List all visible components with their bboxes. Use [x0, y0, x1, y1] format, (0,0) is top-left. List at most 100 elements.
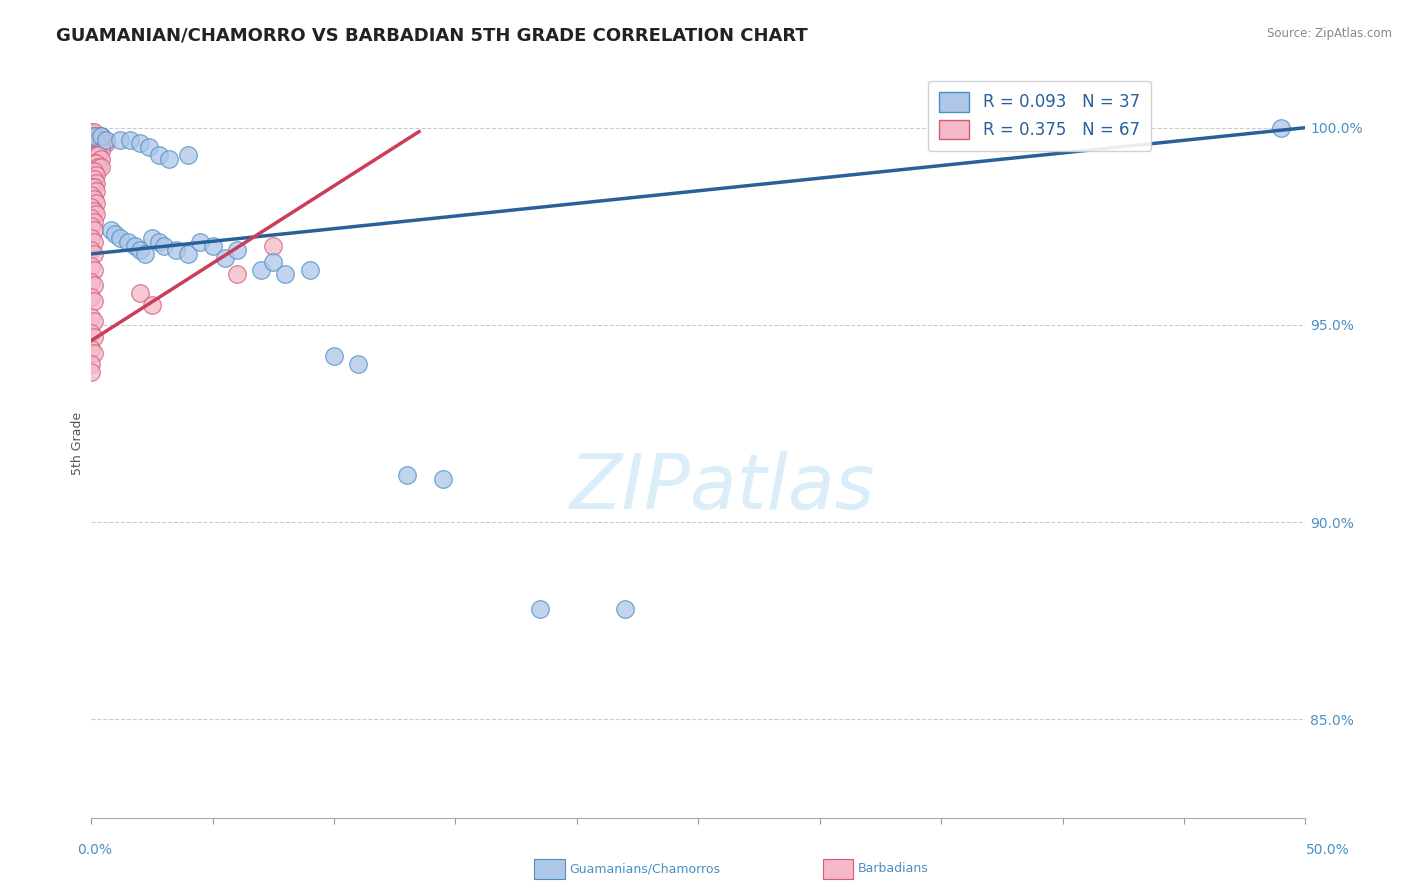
Point	[87, 140, 110, 154]
Point	[83, 156, 105, 170]
Point	[80, 231, 103, 245]
Point	[80, 259, 103, 273]
Point	[134, 247, 156, 261]
Point	[128, 286, 150, 301]
Point	[80, 357, 103, 371]
Point	[128, 243, 150, 257]
Point	[83, 128, 105, 143]
Point	[83, 294, 105, 309]
Point	[529, 602, 551, 616]
Point	[84, 148, 107, 162]
Point	[153, 239, 176, 253]
Point	[80, 275, 103, 289]
Point	[298, 262, 321, 277]
Text: Barbadians: Barbadians	[858, 863, 928, 875]
Point	[83, 314, 105, 328]
Point	[1270, 120, 1292, 135]
Point	[614, 602, 637, 616]
Point	[117, 235, 139, 249]
Point	[83, 278, 105, 293]
Point	[432, 472, 454, 486]
Point	[90, 128, 112, 143]
Text: GUAMANIAN/CHAMORRO VS BARBADIAN 5TH GRADE CORRELATION CHART: GUAMANIAN/CHAMORRO VS BARBADIAN 5TH GRAD…	[56, 27, 808, 45]
Point	[262, 254, 284, 268]
Point	[83, 345, 105, 359]
Point	[250, 262, 273, 277]
Point	[104, 227, 127, 242]
Point	[323, 350, 346, 364]
Point	[80, 310, 103, 324]
Point	[110, 132, 132, 146]
Point	[190, 235, 212, 249]
Point	[100, 223, 122, 237]
Point	[80, 179, 103, 194]
Point	[94, 136, 117, 151]
Point	[84, 207, 107, 221]
Text: 0.0%: 0.0%	[77, 843, 112, 857]
Legend: R = 0.093   N = 37, R = 0.375   N = 67: R = 0.093 N = 37, R = 0.375 N = 67	[928, 80, 1152, 151]
Point	[80, 200, 103, 214]
Point	[148, 235, 170, 249]
Point	[225, 243, 247, 257]
Point	[84, 168, 107, 182]
Point	[141, 231, 163, 245]
Point	[84, 145, 107, 159]
Point	[262, 239, 284, 253]
Point	[90, 132, 112, 146]
Point	[87, 145, 110, 159]
Point	[214, 251, 236, 265]
Point	[80, 243, 103, 257]
Point	[87, 136, 110, 151]
Point	[395, 467, 418, 482]
Point	[90, 160, 112, 174]
Point	[83, 203, 105, 218]
Point	[83, 329, 105, 343]
Point	[80, 326, 103, 340]
Point	[83, 215, 105, 229]
Point	[118, 132, 141, 146]
Point	[83, 164, 105, 178]
Point	[83, 247, 105, 261]
Point	[138, 140, 160, 154]
Point	[83, 262, 105, 277]
Point	[84, 176, 107, 190]
Point	[84, 136, 107, 151]
Point	[80, 290, 103, 304]
Y-axis label: 5th Grade: 5th Grade	[72, 412, 84, 475]
Point	[83, 172, 105, 186]
Point	[80, 187, 103, 202]
Point	[80, 125, 103, 139]
Point	[94, 132, 117, 146]
Point	[87, 132, 110, 146]
Point	[83, 125, 105, 139]
Point	[274, 267, 297, 281]
Point	[87, 160, 110, 174]
Point	[110, 231, 132, 245]
Point	[84, 195, 107, 210]
Point	[83, 223, 105, 237]
Point	[124, 239, 146, 253]
Point	[80, 365, 103, 379]
Point	[83, 192, 105, 206]
Point	[165, 243, 187, 257]
Point	[201, 239, 224, 253]
Text: 50.0%: 50.0%	[1306, 843, 1350, 857]
Point	[141, 298, 163, 312]
Point	[91, 132, 114, 146]
Point	[80, 342, 103, 356]
Point	[83, 140, 105, 154]
Point	[83, 179, 105, 194]
Point	[90, 145, 112, 159]
Point	[90, 153, 112, 167]
Point	[91, 136, 114, 151]
Text: Guamanians/Chamorros: Guamanians/Chamorros	[569, 863, 720, 875]
Point	[84, 184, 107, 198]
Point	[87, 148, 110, 162]
Point	[83, 235, 105, 249]
Point	[84, 132, 107, 146]
Point	[177, 148, 200, 162]
Point	[90, 140, 112, 154]
Text: Source: ZipAtlas.com: Source: ZipAtlas.com	[1267, 27, 1392, 40]
Point	[84, 156, 107, 170]
Point	[83, 136, 105, 151]
